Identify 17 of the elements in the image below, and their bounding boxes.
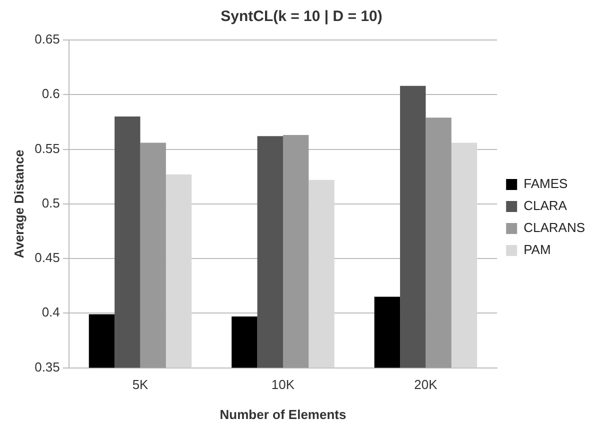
legend-label: CLARANS <box>524 220 586 236</box>
chart-title: SyntCL(k = 10 | D = 10) <box>220 8 382 26</box>
y-axis-title: Average Distance <box>11 150 26 258</box>
x-tick-label: 20K <box>414 377 438 392</box>
x-tick-label: 10K <box>271 377 295 392</box>
y-tick-label: 0.45 <box>34 250 60 266</box>
y-tick-label: 0.35 <box>34 359 60 374</box>
x-axis-title: Number of Elements <box>220 406 346 422</box>
y-tick-label: 0.4 <box>42 304 60 320</box>
y-tick-label: 0.55 <box>34 140 60 156</box>
y-tick-label: 0.6 <box>42 86 60 102</box>
legend-label: PAM <box>524 242 551 258</box>
x-tick-label: 5K <box>132 377 149 392</box>
y-tick-label: 0.65 <box>34 32 60 47</box>
y-tick-label: 0.5 <box>42 195 60 210</box>
legend-label: CLARA <box>524 198 568 214</box>
legend-label: FAMES <box>524 176 568 192</box>
